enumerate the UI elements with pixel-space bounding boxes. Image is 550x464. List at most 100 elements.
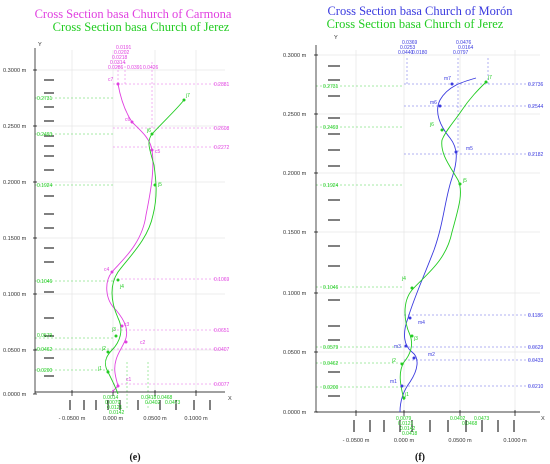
point-label-j6: j6: [146, 128, 151, 134]
dim-left: 0.0200: [37, 368, 53, 374]
point-label-j2: j2: [391, 358, 396, 364]
dim-right: 0.2272: [214, 145, 230, 151]
point-label-j5: j5: [462, 178, 467, 184]
panel-e-xtick-0: - 0.0500 m: [59, 416, 86, 422]
panel-e-ytick-4: 0.1000 m: [3, 292, 27, 298]
panel-f-xtick-0: - 0.0500 m: [343, 438, 370, 444]
dim-left: 0.0200: [323, 385, 339, 391]
point-label-j2: j2: [101, 346, 106, 352]
panel-f-guides: [316, 58, 536, 388]
panel-e-xtick-2: 0.0500 m: [143, 416, 167, 422]
dim-left: 0.0462: [37, 347, 53, 353]
dim-bottom: 0.0121: [107, 405, 123, 411]
point-label-c3: c3: [124, 322, 130, 328]
dim-left: 0.2493: [37, 132, 53, 138]
panel-e-xtick-3: 0.1000 m: [184, 416, 208, 422]
dim-right: 0.2544: [528, 104, 544, 110]
point-label-c7: c7: [108, 77, 114, 83]
panel-e-guides: [35, 62, 220, 410]
panel-f-dims-top: 0.0369 0.0253 0.0440 0.0180 0.0476 0.016…: [398, 40, 474, 56]
panel-f-points: m7 m6 m5 m4 m3 m2 m1 j7 j6 j5 j4 j3 j2: [390, 75, 492, 400]
panel-e-y-axis: [33, 48, 37, 395]
panel-f-caption: (f): [415, 452, 425, 463]
panel-e-x-axis: [35, 390, 225, 396]
panel-f-xtick-1: 0.000 m: [394, 438, 415, 444]
dim-top: 0.0391: [127, 65, 143, 71]
panel-f-ytick-1: 0.2500 m: [283, 112, 307, 118]
panel-e-title-jerez: Cross Section basa Church of Jerez: [53, 20, 230, 34]
panel-e-jerez-profile: [104, 99, 185, 395]
panel-e-dims-bottom: 0.0014 0.0079 0.0121 0.0142 0.0418 0.040…: [103, 395, 181, 416]
dim-top: 0.0314: [110, 60, 126, 66]
dim-top: 0.0369: [402, 40, 418, 46]
panel-e-dims-right: 0.2881 0.2608 0.2272 0.1069 0.0651 0.040…: [214, 82, 230, 388]
dim-left: 0.1924: [37, 183, 53, 189]
panel-f-title-jerez: Cross Section basa Church of Jerez: [327, 17, 504, 31]
point-label-c5: c5: [155, 149, 161, 155]
dim-right: 0.0629: [528, 345, 544, 351]
dim-top: 0.0191: [116, 45, 132, 51]
panel-f-bottom-ruler: [353, 420, 515, 432]
panel-f-ytick-4: 0.1000 m: [283, 291, 307, 297]
panel-e-y-letter: Y: [38, 42, 42, 48]
panel-f-jerez-profile: [399, 81, 487, 401]
panel-f-xtick-2: 0.0500 m: [448, 438, 472, 444]
panel-f-moron-profile: [399, 77, 477, 413]
dim-top: 0.0440: [398, 50, 414, 56]
point-label-j5: j5: [157, 182, 162, 188]
dim-right: 0.0651: [214, 328, 230, 334]
dim-top: 0.0476: [456, 40, 472, 46]
point-label-m4: m4: [418, 320, 425, 326]
point-label-m3: m3: [394, 344, 401, 350]
panel-f-right-ruler: [328, 65, 340, 397]
panel-f-y-letter: Y: [334, 35, 338, 41]
dim-top: 0.0797: [453, 50, 469, 56]
point-label-m6: m6: [430, 100, 437, 106]
dim-right: 0.0407: [214, 347, 230, 353]
dim-left: 0.2731: [37, 96, 53, 102]
dim-bottom: 0.0473: [165, 400, 181, 406]
dim-bottom: 0.0142: [400, 426, 416, 432]
panel-f-ytick-6: 0.0000 m: [283, 410, 307, 416]
point-label-j1: j1: [404, 392, 409, 398]
panel-f-dims-left: 0.2731 0.2493 0.1924 0.1046 0.0579 0.046…: [323, 84, 339, 391]
point-label-j6: j6: [429, 122, 434, 128]
dim-top: 0.0164: [458, 45, 474, 51]
dim-bottom: 0.0468: [157, 395, 173, 401]
dim-top: 0.0218: [112, 55, 128, 61]
panel-e-points: c7 c6 c5 c4 c3 c2 c1 j7 j6 j5 j4 j3 j2: [97, 77, 190, 388]
point-label-m1: m1: [390, 379, 397, 385]
point-label-c4: c4: [104, 267, 110, 273]
dim-bottom: 0.0402: [450, 416, 466, 422]
point-label-c1: c1: [126, 377, 132, 383]
dim-bottom: 0.0402: [145, 400, 161, 406]
dim-bottom: 0.0473: [474, 416, 490, 422]
panel-f-dims-right: 0.2736 0.2544 0.2182 0.1186 0.0629 0.043…: [528, 82, 544, 390]
dim-right: 0.1186: [528, 313, 543, 319]
dim-bottom: 0.0142: [109, 410, 125, 416]
dim-bottom: 0.0468: [462, 421, 478, 427]
point-label-j3: j3: [111, 327, 116, 333]
dim-bottom: 0.0418: [402, 431, 418, 437]
panel-f-y-axis: [314, 45, 318, 413]
panel-f-x-axis: [316, 410, 540, 416]
dim-top: 0.0180: [412, 50, 428, 56]
dim-right: 0.0210: [528, 384, 544, 390]
panel-f-xtick-3: 0.1000 m: [503, 438, 527, 444]
point-label-j1: j1: [97, 366, 102, 372]
panel-e-ytick-3: 0.1500 m: [3, 236, 27, 242]
dim-right: 0.1069: [214, 277, 230, 283]
panel-f-ytick-3: 0.1500 m: [283, 230, 307, 236]
panel-f-grid: [316, 50, 540, 412]
panel-f: Cross Section basa Church of Morón Cross…: [283, 4, 545, 463]
point-label-j7: j7: [185, 93, 190, 99]
point-label-m5: m5: [466, 146, 473, 152]
dim-right: 0.2608: [214, 126, 230, 132]
dim-right: 0.0077: [214, 382, 230, 388]
dim-right: 0.2881: [214, 82, 230, 88]
dim-bottom: 0.0079: [396, 416, 412, 422]
panel-e-ytick-6: 0.0000 m: [3, 392, 27, 398]
panel-e-grid: [35, 50, 225, 392]
dim-left: 0.2493: [323, 125, 339, 131]
